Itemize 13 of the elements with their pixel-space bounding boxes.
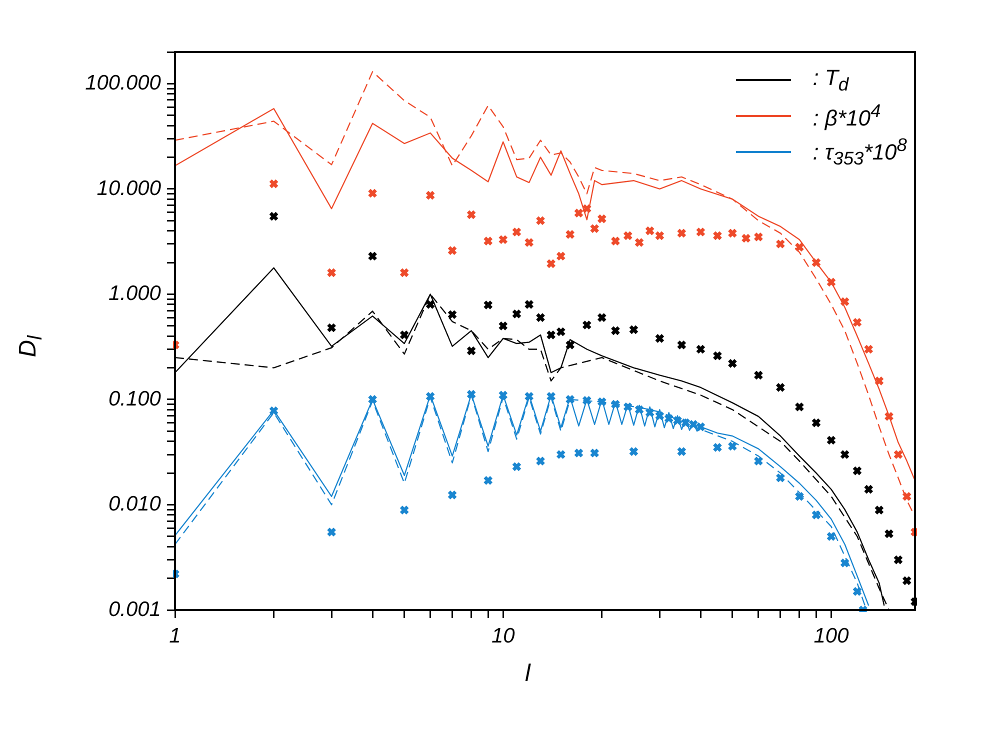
y-tick-label: 1.000	[108, 282, 162, 306]
legend-label: : τ$_{353}$*10$^{8}$	[812, 134, 907, 170]
x-tick-label: 100	[814, 624, 850, 648]
legend-label: : T$_{d}$	[812, 64, 849, 96]
y-tick-label: 0.001	[108, 598, 161, 621]
y-tick-label: 100.000	[85, 72, 162, 95]
x-tick-label: 1	[169, 624, 181, 648]
x-axis-title: l	[525, 660, 530, 688]
y-tick-label: 10.000	[96, 176, 162, 200]
x-tick-label: 10	[491, 624, 516, 648]
y-tick-label: 0.100	[108, 387, 162, 410]
legend-label: : β*10$^{4}$	[812, 100, 881, 132]
y-tick-label: 0.010	[108, 492, 162, 516]
